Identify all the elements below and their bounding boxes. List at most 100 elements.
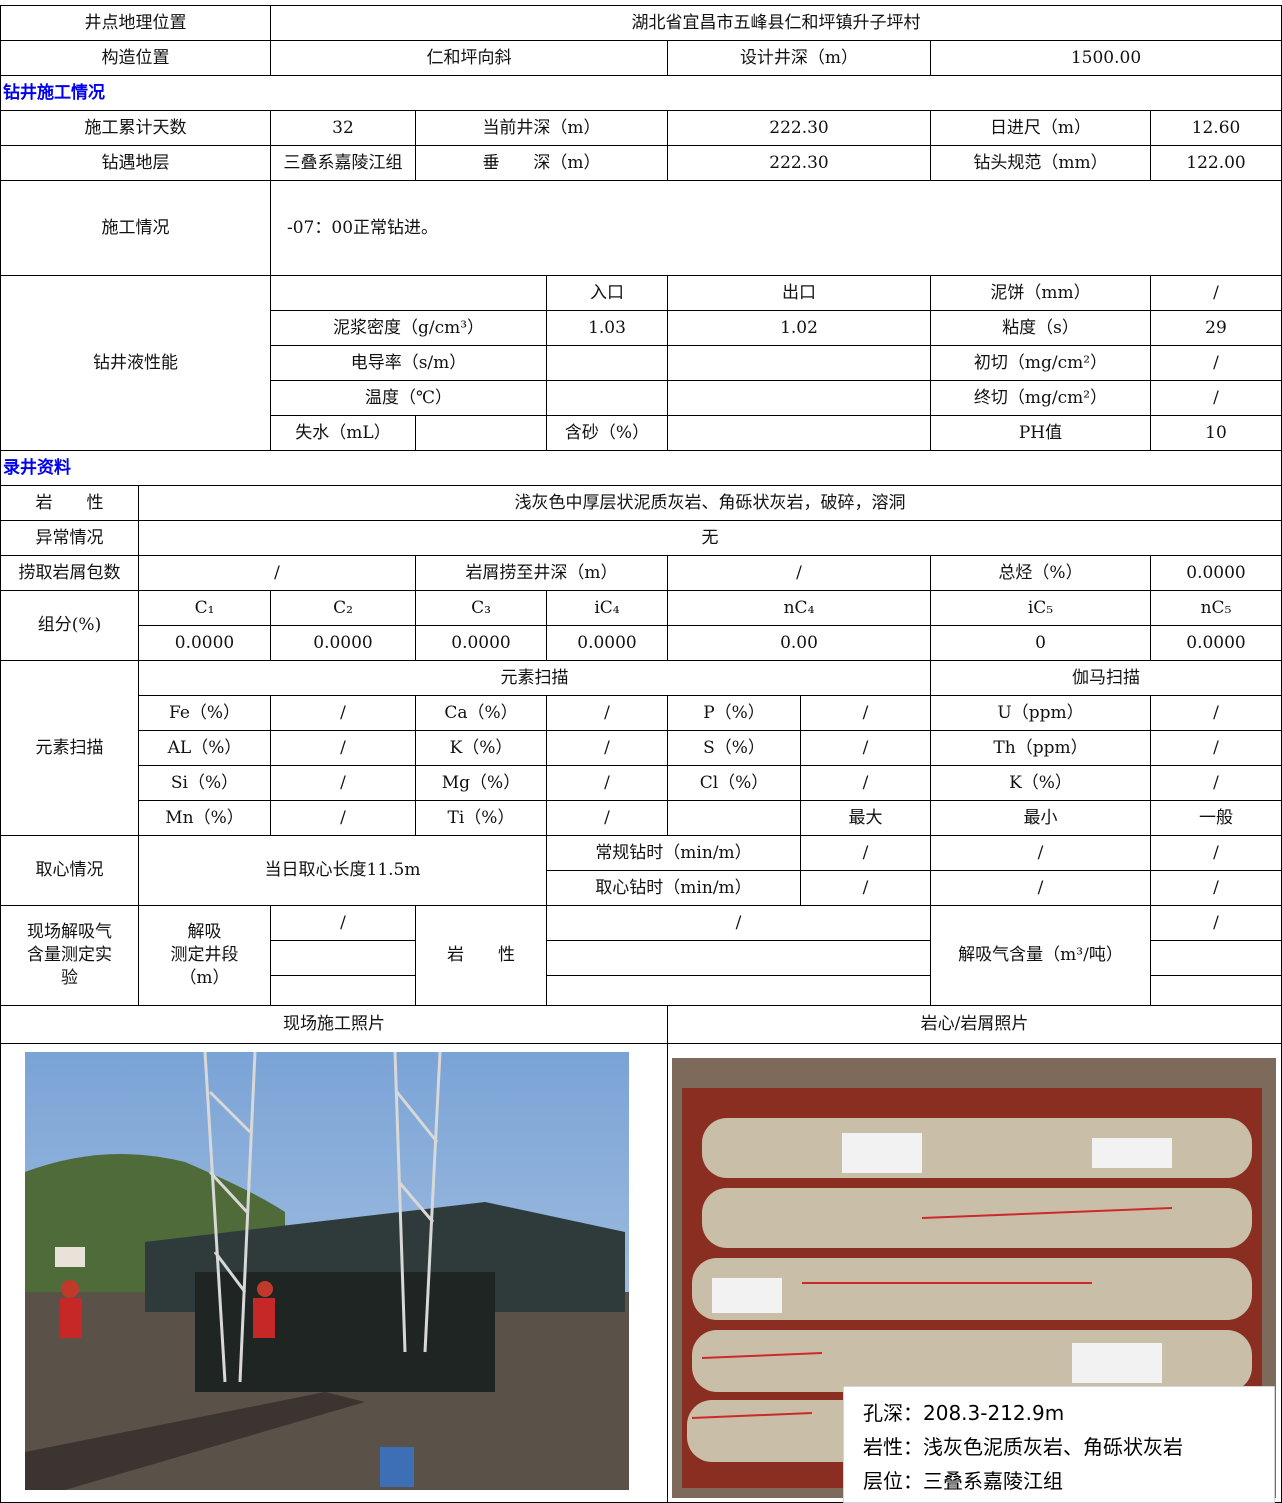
table-cell: 电导率（s/m） bbox=[270, 345, 547, 381]
table-cell: 无 bbox=[138, 520, 1282, 556]
empty-cell bbox=[546, 380, 668, 416]
table-cell: nC₄ bbox=[667, 590, 931, 626]
table-cell: PH值 bbox=[930, 415, 1151, 451]
table-cell: / bbox=[1150, 345, 1282, 381]
table-cell: K（%） bbox=[415, 730, 547, 766]
table-cell: / bbox=[546, 905, 931, 941]
table-cell: / bbox=[270, 800, 416, 836]
table-cell: iC₅ bbox=[930, 590, 1151, 626]
empty-cell bbox=[546, 345, 668, 381]
table-cell: 岩 性 bbox=[0, 485, 139, 521]
table-cell: / bbox=[1150, 870, 1282, 906]
table-cell: 一般 bbox=[1150, 800, 1282, 836]
table-cell: K（%） bbox=[930, 765, 1151, 801]
table-cell: 入口 bbox=[546, 275, 668, 311]
table-cell: 0.0000 bbox=[138, 625, 271, 661]
table-cell: 泥饼（mm） bbox=[930, 275, 1151, 311]
table-cell: C₃ bbox=[415, 590, 547, 626]
table-cell: 0 bbox=[930, 625, 1151, 661]
table-cell: 取心情况 bbox=[0, 835, 139, 906]
table-cell: 初切（mg/cm²） bbox=[930, 345, 1151, 381]
table-cell: / bbox=[270, 695, 416, 731]
table-cell: 井点地理位置 bbox=[0, 5, 271, 41]
table-cell: 1.03 bbox=[546, 310, 668, 346]
table-cell: Ti（%） bbox=[415, 800, 547, 836]
empty-cell bbox=[667, 800, 801, 836]
table-cell: 0.0000 bbox=[1150, 555, 1282, 591]
table-cell: 222.30 bbox=[667, 145, 931, 181]
table-cell: 当日取心长度11.5m bbox=[138, 835, 547, 906]
table-cell: / bbox=[1150, 695, 1282, 731]
empty-cell bbox=[667, 345, 931, 381]
table-cell: / bbox=[1150, 730, 1282, 766]
section-title: 钻井施工情况 bbox=[0, 75, 1282, 111]
table-cell: / bbox=[800, 695, 931, 731]
table-cell: 解吸气含量（m³/吨） bbox=[930, 905, 1151, 1006]
table-cell: / bbox=[930, 870, 1151, 906]
table-cell: 10 bbox=[1150, 415, 1282, 451]
table-cell: Fe（%） bbox=[138, 695, 271, 731]
empty-cell bbox=[1150, 940, 1282, 976]
table-cell: Si（%） bbox=[138, 765, 271, 801]
table-cell: S（%） bbox=[667, 730, 801, 766]
table-cell: 伽马扫描 bbox=[930, 660, 1282, 696]
table-cell: / bbox=[270, 905, 416, 941]
table-cell: 泥浆密度（g/cm³） bbox=[270, 310, 547, 346]
table-cell: 最大 bbox=[800, 800, 931, 836]
empty-cell bbox=[415, 415, 547, 451]
table-cell: 0.0000 bbox=[546, 625, 668, 661]
empty-cell bbox=[667, 415, 931, 451]
table-cell: / bbox=[1150, 835, 1282, 871]
empty-cell bbox=[270, 275, 547, 311]
table-cell: / bbox=[138, 555, 416, 591]
table-cell: 122.00 bbox=[1150, 145, 1282, 181]
table-cell: Cl（%） bbox=[667, 765, 801, 801]
table-cell: 钻头规范（mm） bbox=[930, 145, 1151, 181]
caption-line: 岩性：浅灰色泥质灰岩、角砾状灰岩 bbox=[863, 1435, 1183, 1459]
table-cell: / bbox=[546, 765, 668, 801]
table-cell: / bbox=[546, 800, 668, 836]
table-cell: 29 bbox=[1150, 310, 1282, 346]
table-cell: 异常情况 bbox=[0, 520, 139, 556]
table-cell: 终切（mg/cm²） bbox=[930, 380, 1151, 416]
table-cell: 组分(%) bbox=[0, 590, 139, 661]
table-cell: 0.0000 bbox=[270, 625, 416, 661]
table-cell: 湖北省宜昌市五峰县仁和坪镇升子坪村 bbox=[270, 5, 1282, 41]
table-cell: 设计井深（m） bbox=[667, 40, 931, 76]
table-cell: 元素扫描 bbox=[138, 660, 931, 696]
table-cell: C₂ bbox=[270, 590, 416, 626]
photo-caption: 孔深：208.3-212.9m 岩性：浅灰色泥质灰岩、角砾状灰岩 层位：三叠系嘉… bbox=[843, 1386, 1275, 1503]
table-cell: 最小 bbox=[930, 800, 1151, 836]
table-cell: 1500.00 bbox=[930, 40, 1282, 76]
empty-cell bbox=[1150, 975, 1282, 1006]
table-cell: 粘度（s） bbox=[930, 310, 1151, 346]
table-cell: / bbox=[667, 555, 931, 591]
table-cell: 垂 深（m） bbox=[415, 145, 668, 181]
table-cell: / bbox=[546, 695, 668, 731]
empty-cell bbox=[667, 380, 931, 416]
table-cell: 三叠系嘉陵江组 bbox=[270, 145, 416, 181]
table-cell: 岩 性 bbox=[415, 905, 547, 1006]
table-cell: 元素扫描 bbox=[0, 660, 139, 836]
table-cell: / bbox=[1150, 905, 1282, 941]
table-cell: 浅灰色中厚层状泥质灰岩、角砾状灰岩，破碎，溶洞 bbox=[138, 485, 1282, 521]
table-cell: Mg（%） bbox=[415, 765, 547, 801]
table-cell: 总烃（%） bbox=[930, 555, 1151, 591]
table-cell: 1.02 bbox=[667, 310, 931, 346]
empty-cell bbox=[270, 975, 416, 1006]
table-cell: 施工累计天数 bbox=[0, 110, 271, 146]
table-cell: 仁和坪向斜 bbox=[270, 40, 668, 76]
table-cell: 0.00 bbox=[667, 625, 931, 661]
table-cell: 当前井深（m） bbox=[415, 110, 668, 146]
table-cell: 取心钻时（min/m） bbox=[546, 870, 801, 906]
table-cell: AL（%） bbox=[138, 730, 271, 766]
table-cell: 32 bbox=[270, 110, 416, 146]
table-cell: 现场施工照片 bbox=[0, 1005, 668, 1044]
table-cell: 出口 bbox=[667, 275, 931, 311]
table-cell: / bbox=[800, 835, 931, 871]
table-cell: 温度（℃） bbox=[270, 380, 547, 416]
table-cell: 构造位置 bbox=[0, 40, 271, 76]
table-cell: 0.0000 bbox=[415, 625, 547, 661]
table-cell: 现场解吸气 含量测定实 验 bbox=[0, 905, 139, 1006]
